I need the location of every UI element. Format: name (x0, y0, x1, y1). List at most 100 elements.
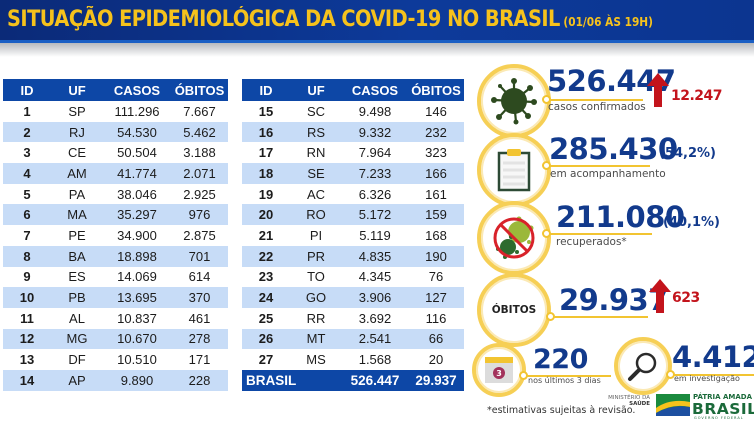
connector-line (674, 374, 754, 376)
cell-id: 26 (242, 328, 290, 350)
no-virus-icon (493, 216, 535, 259)
deaths-value: 29.937 (559, 283, 668, 317)
cell-id: 14 (3, 369, 51, 391)
cell-uf: MS (306, 352, 326, 368)
cell-id: 11 (20, 310, 34, 326)
cell-obitos: 2.875 (183, 227, 216, 243)
virus-icon (491, 78, 537, 125)
table-row: 18 SE 7.233 166 (242, 163, 464, 184)
cell-uf: PB (51, 287, 103, 308)
footnote: *estimativas sujeitas à revisão. (487, 405, 636, 416)
cell-obitos: 614 (188, 269, 211, 285)
cell-id: 25 (258, 310, 274, 326)
col-id: ID (242, 79, 290, 101)
monitoring-percent: (54,2%) (659, 146, 716, 161)
cell-casos: 3.692 (358, 310, 392, 326)
states-table-right: ID UF CASOS ÓBITOS 15 SC 9.498 146 16 RS 9.332… (242, 79, 464, 391)
logo-bottom-text: GOVERNO FEDERAL (694, 416, 744, 420)
calendar-number: 3 (496, 369, 502, 378)
col-uf: UF (51, 79, 103, 101)
table-row: 1 SP 111.296 7.667 (3, 101, 228, 122)
cell-casos: 7.964 (358, 145, 392, 161)
cell-uf: RR (306, 310, 326, 326)
cell-uf: BA (51, 245, 103, 267)
last3days-value: 220 (533, 344, 588, 375)
cell-uf: RO (290, 204, 342, 226)
cell-casos: 14.069 (117, 269, 157, 285)
cell-uf: TO (307, 269, 325, 285)
col-id: ID (3, 79, 51, 101)
header-banner: SITUAÇÃO EPIDEMIOLÓGICA DA COVID-19 NO B… (0, 0, 754, 43)
cell-id: 3 (23, 145, 31, 161)
cell-id: 23 (258, 269, 274, 285)
cell-uf: PE (68, 227, 86, 243)
cell-id: 7 (23, 227, 31, 243)
col-uf: UF (290, 79, 342, 101)
table-row: 26 MT 2.541 66 (242, 328, 464, 350)
investigation-caption: em investigação (674, 374, 740, 383)
recovered-percent: (40,1%) (663, 215, 720, 230)
cell-id: 21 (258, 227, 274, 243)
table-row: 13 DF 10.510 171 (3, 349, 228, 370)
cell-uf: SE (290, 163, 342, 184)
table-row: 4 AM 41.774 2.071 (3, 163, 228, 184)
cell-obitos: 159 (408, 204, 464, 226)
cell-uf: PA (68, 186, 86, 202)
connector-line (550, 165, 650, 167)
table-row: 5 PA 38.046 2.925 (3, 184, 228, 205)
cell-uf: MA (51, 204, 103, 226)
cell-casos: 34.900 (117, 227, 157, 243)
cell-obitos: 76 (428, 269, 444, 285)
cell-uf: GO (290, 287, 342, 308)
cell-uf: ES (68, 269, 86, 285)
monitoring-ring (477, 133, 551, 207)
cell-obitos: 5.462 (171, 121, 228, 143)
arrow-up-icon (647, 73, 669, 107)
cell-obitos: 66 (408, 328, 464, 350)
cell-obitos: 7.667 (183, 103, 216, 119)
ministry-line2: SAÚDE (629, 401, 650, 407)
cell-casos: 4.345 (358, 269, 392, 285)
cell-casos: 2.541 (342, 328, 408, 350)
cell-casos: 9.332 (342, 121, 408, 143)
table-row: 15 SC 9.498 146 (242, 101, 464, 122)
cell-uf: RS (290, 121, 342, 143)
states-table-left: ID UF CASOS ÓBITOS 1 SP 111.296 7.667 2 RJ 54.… (3, 79, 228, 391)
cell-uf: AP (51, 369, 103, 391)
cell-id: 27 (258, 352, 274, 368)
table-row: 21 PI 5.119 168 (242, 225, 464, 246)
col-casos: CASOS (342, 79, 408, 101)
logo-top-text: PÁTRIA AMADA (693, 393, 753, 401)
ministry-logo: MINISTÉRIO DA SAÚDE (604, 395, 650, 407)
arrow-up-icon (649, 279, 671, 313)
table-row: 22 PR 4.835 190 (242, 245, 464, 267)
table-row: 14 AP 9.890 228 (3, 369, 228, 391)
cell-obitos: 370 (171, 287, 228, 308)
table-row: 12 MG 10.670 278 (3, 328, 228, 350)
cell-uf: RN (306, 145, 326, 161)
cell-uf: SC (306, 103, 326, 119)
cell-casos: 5.172 (342, 204, 408, 226)
cell-casos: 111.296 (114, 103, 160, 119)
cell-casos: 41.774 (103, 163, 171, 184)
table-row: 3 CE 50.504 3.188 (3, 142, 228, 163)
recovered-caption: recuperados* (556, 236, 627, 248)
cell-id: 16 (242, 121, 290, 143)
monitoring-caption: em acompanhamento (550, 168, 666, 180)
cell-id: 17 (258, 145, 274, 161)
cell-casos: 9.890 (103, 369, 171, 391)
cell-obitos: 116 (425, 310, 447, 326)
cell-uf: MT (290, 328, 342, 350)
cell-uf: AC (306, 186, 326, 202)
cell-id: 19 (258, 186, 274, 202)
cell-id: 24 (242, 287, 290, 308)
logo-main-text: BRASIL (692, 400, 754, 418)
cell-obitos: 2.071 (171, 163, 228, 184)
cell-obitos: 166 (408, 163, 464, 184)
col-obitos: ÓBITOS (171, 79, 228, 101)
cell-casos: 9.498 (358, 103, 392, 119)
cell-casos: 3.906 (342, 287, 408, 308)
cell-casos: 6.326 (358, 186, 392, 202)
cell-casos: 10.670 (103, 328, 171, 350)
cell-casos: 38.046 (117, 186, 157, 202)
